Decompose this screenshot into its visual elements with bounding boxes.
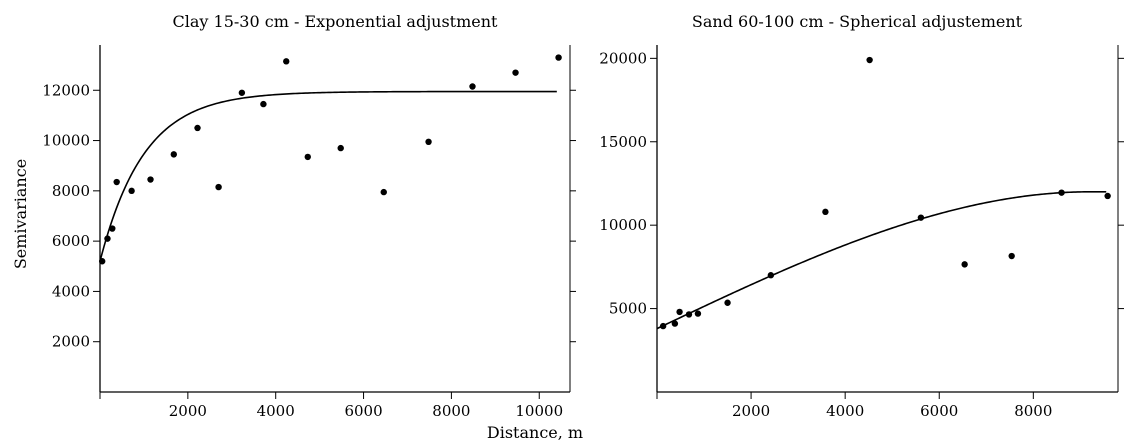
y-tick-label: 20000 xyxy=(599,49,647,67)
x-tick-label: 8000 xyxy=(1014,402,1052,420)
x-tick-label: 6000 xyxy=(920,402,958,420)
data-point xyxy=(215,183,222,191)
chart-title: Clay 15-30 cm - Exponential adjustment xyxy=(173,12,499,31)
data-point xyxy=(1104,192,1111,200)
y-tick-label: 8000 xyxy=(52,182,90,200)
data-point xyxy=(238,89,246,96)
chart-clay: Clay 15-30 cm - Exponential adjustment S… xyxy=(11,12,576,420)
data-point xyxy=(1008,252,1015,260)
data-point xyxy=(260,100,267,108)
y-tick-label: 15000 xyxy=(599,133,647,151)
data-point xyxy=(283,58,290,65)
data-point xyxy=(425,138,432,146)
data-point xyxy=(676,308,683,316)
data-point xyxy=(724,299,731,306)
x-tick-label: 2000 xyxy=(169,402,207,420)
y-tick-label: 10000 xyxy=(42,132,90,150)
data-point xyxy=(512,69,519,76)
data-point xyxy=(694,310,702,317)
y-axis-label: Semivariance xyxy=(11,159,30,269)
y-tick-label: 6000 xyxy=(52,232,90,250)
x-axis-label: Distance, m xyxy=(487,423,583,442)
x-tick-label: 6000 xyxy=(344,402,382,420)
data-point xyxy=(866,56,873,64)
fitted-curve xyxy=(99,90,557,262)
data-point xyxy=(380,188,387,196)
data-point xyxy=(469,83,476,90)
data-point xyxy=(170,151,177,158)
x-tick-label: 4000 xyxy=(257,402,295,420)
x-tick-label: 8000 xyxy=(432,402,470,420)
y-tick-label: 4000 xyxy=(52,282,90,300)
data-point xyxy=(555,54,562,61)
data-point xyxy=(671,320,679,327)
data-point xyxy=(961,261,968,268)
fitted-curve xyxy=(656,191,1107,330)
data-point xyxy=(337,144,344,152)
chart-sand: Sand 60-100 cm - Spherical adjustement 5… xyxy=(599,12,1124,420)
data-point xyxy=(128,187,135,195)
x-tick-label: 10000 xyxy=(515,402,563,420)
chart-title: Sand 60-100 cm - Spherical adjustement xyxy=(692,12,1023,31)
x-tick-label: 4000 xyxy=(826,402,864,420)
data-point xyxy=(147,176,154,183)
y-tick-label: 5000 xyxy=(609,300,647,318)
data-point xyxy=(822,208,829,216)
y-tick-label: 12000 xyxy=(42,81,90,99)
data-point xyxy=(194,124,201,132)
data-point xyxy=(304,153,311,161)
y-tick-label: 2000 xyxy=(52,333,90,351)
x-tick-label: 2000 xyxy=(732,402,770,420)
data-point xyxy=(113,178,120,186)
y-tick-label: 10000 xyxy=(599,216,647,234)
